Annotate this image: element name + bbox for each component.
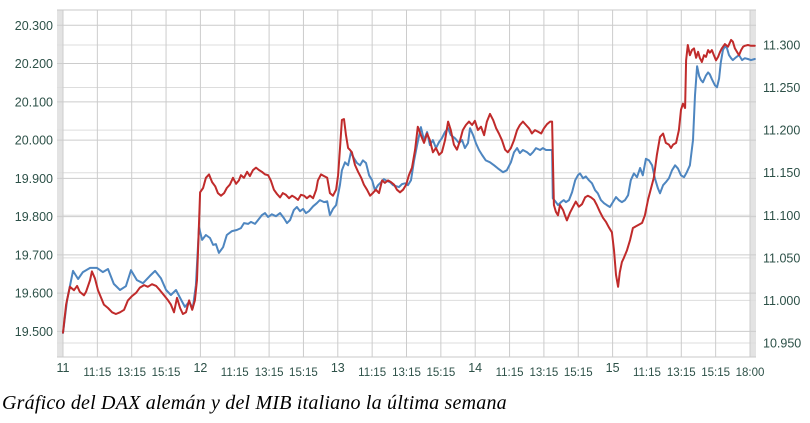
x-axis-time-label: 11:15 (496, 367, 524, 379)
left-axis-tick-label: 20.200 (15, 57, 53, 71)
left-axis-tick-label: 19.500 (15, 325, 53, 339)
x-axis-time-label: 11:15 (358, 367, 386, 379)
series-lines (62, 38, 756, 334)
right-axis-tick-label: 10.950 (763, 336, 801, 350)
left-axis-tick-label: 20.100 (15, 95, 53, 109)
x-axis-day-label: 14 (468, 361, 482, 375)
right-axis-tick-label: 11.200 (763, 124, 800, 138)
right-axis-tick-label: 11.300 (763, 38, 800, 52)
x-axis-time-label: 15:15 (152, 367, 181, 379)
price-chart: 20.300 20.200 20.100 20.000 19.900 19.800 19.7… (15, 9, 801, 379)
x-axis-day-label: 13 (331, 361, 345, 375)
right-axis-tick-label: 11.150 (763, 166, 800, 180)
x-axis-time-label: 15:15 (564, 367, 593, 379)
x-axis-time-label: 11:15 (633, 367, 661, 379)
price-chart-svg: 20.300 20.200 20.100 20.000 19.900 19.800 19.7… (15, 9, 801, 379)
dax-series-line (62, 38, 756, 334)
x-axis-time-label: 13:15 (530, 367, 559, 379)
left-axis-tick-label: 19.600 (15, 287, 53, 301)
left-axis-tick-label: 19.700 (15, 248, 53, 262)
x-axis-day-label: 12 (193, 361, 207, 375)
left-axis-tick-label: 20.000 (15, 134, 53, 148)
right-axis-tick-label: 11.100 (763, 209, 800, 223)
left-axis-labels: 20.300 20.200 20.100 20.000 19.900 19.800 19.7… (15, 19, 53, 339)
x-axis-time-label: 15:15 (289, 367, 318, 379)
right-axis-tick-label: 11.000 (763, 294, 800, 308)
x-axis-day-label: 11 (57, 361, 70, 375)
x-axis-labels: 11 11:15 13:15 15:15 12 11:15 13:15 15:15 13 11:1… (57, 361, 765, 379)
x-axis-time-label: 13:15 (392, 367, 421, 379)
x-axis-time-label: 15:15 (426, 367, 455, 379)
x-axis-time-label: 13:15 (255, 367, 284, 379)
right-axis-tick-label: 11.050 (763, 251, 800, 265)
left-axis-tick-label: 20.300 (15, 19, 53, 33)
caption: Gráfico del DAX alemán y del MIB italian… (2, 392, 507, 414)
x-axis-day-label: 15 (606, 361, 620, 375)
right-axis-labels: 11.300 11.250 11.200 11.150 11.100 11.050 11.0… (763, 38, 801, 350)
x-axis-time-label: 13:15 (117, 367, 146, 379)
left-axis-tick-label: 19.900 (15, 172, 53, 186)
left-axis-tick-label: 19.800 (15, 210, 53, 224)
x-axis-time-label: 11:15 (83, 367, 111, 379)
x-axis-time-label: 18:00 (736, 367, 765, 379)
x-axis-time-label: 13:15 (667, 367, 696, 379)
right-axis-tick-label: 11.250 (763, 81, 800, 95)
x-axis-time-label: 11:15 (221, 367, 249, 379)
x-axis-time-label: 15:15 (701, 367, 730, 379)
mib-series-line (62, 45, 756, 334)
plot-edge-bands (57, 10, 756, 357)
